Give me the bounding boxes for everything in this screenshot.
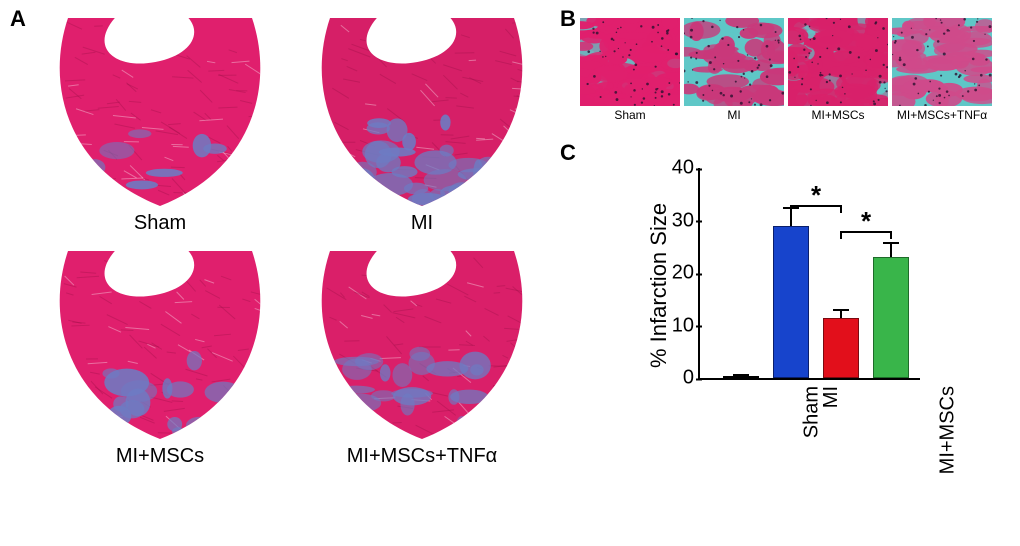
chart-errorbar — [840, 310, 842, 318]
histology-tile-svg — [684, 18, 784, 106]
chart-ytick: 20 — [672, 262, 700, 285]
panel-a: Sham MI MI+MSCs MI+MSCs+TNFα — [45, 10, 545, 468]
panel-a-caption: MI — [307, 212, 537, 235]
panel-b-strip: Sham MI MI+MSCs MI+MSCs+TNFα — [580, 18, 996, 122]
panel-b-caption: MI — [684, 108, 784, 122]
panel-b-item: MI+MSCs+TNFα — [892, 18, 992, 122]
panel-c-label: C — [560, 140, 576, 166]
histology-tile-svg — [892, 18, 992, 106]
panel-b-label: B — [560, 6, 576, 32]
histology-svg — [307, 10, 537, 210]
chart-errorbar — [890, 243, 892, 257]
panel-b-item: Sham — [580, 18, 680, 122]
chart-sig-tick — [890, 231, 892, 239]
chart-sig-tick — [840, 205, 842, 213]
panel-a-caption: MI+MSCs — [45, 445, 275, 468]
chart-sig-star: * — [811, 180, 821, 211]
histology-tile-svg — [580, 18, 680, 106]
chart-ytick: 10 — [672, 314, 700, 337]
histology-svg — [307, 243, 537, 443]
histology-svg — [45, 243, 275, 443]
chart-sig-tick — [790, 205, 792, 213]
panel-b-item: MI — [684, 18, 784, 122]
chart-errorcap — [833, 309, 849, 311]
panel-b-caption: MI+MSCs — [788, 108, 888, 122]
chart-bar — [873, 257, 909, 378]
panel-a-caption: Sham — [45, 212, 275, 235]
chart-xlabel: MI — [820, 386, 843, 408]
chart-ylabel: % Infarction Size — [646, 202, 672, 367]
panel-c: 010203040**% Infarction SizeShamMIMI+MSC… — [590, 150, 1000, 540]
panel-a-item: MI+MSCs+TNFα — [307, 243, 537, 468]
chart-plot-area: 010203040** — [698, 168, 920, 380]
panel-b: Sham MI MI+MSCs MI+MSCs+TNFα — [580, 18, 996, 122]
panel-a-item: MI — [307, 10, 537, 235]
chart-xlabel: MI+MSCs — [936, 386, 959, 474]
chart-ytick: 30 — [672, 209, 700, 232]
chart-ytick: 0 — [683, 367, 700, 390]
histology-tile-svg — [788, 18, 888, 106]
chart-errorcap — [883, 242, 899, 244]
chart-bar — [823, 318, 859, 378]
panel-b-caption: MI+MSCs+TNFα — [892, 108, 992, 122]
histology-svg — [45, 10, 275, 210]
chart-errorcap — [733, 374, 749, 376]
infarction-bar-chart: 010203040**% Infarction SizeShamMIMI+MSC… — [590, 150, 1000, 540]
figure-root: A B C Sham MI MI+MSCs — [0, 0, 1020, 546]
panel-b-caption: Sham — [580, 108, 680, 122]
chart-sig-tick — [840, 231, 842, 239]
chart-ytick: 40 — [672, 157, 700, 180]
panel-a-item: MI+MSCs — [45, 243, 275, 468]
chart-sig-star: * — [861, 206, 871, 237]
panel-b-item: MI+MSCs — [788, 18, 888, 122]
panel-a-item: Sham — [45, 10, 275, 235]
panel-a-grid: Sham MI MI+MSCs MI+MSCs+TNFα — [45, 10, 545, 468]
chart-bar — [773, 226, 809, 378]
panel-a-caption: MI+MSCs+TNFα — [307, 445, 537, 468]
panel-a-label: A — [10, 6, 26, 32]
